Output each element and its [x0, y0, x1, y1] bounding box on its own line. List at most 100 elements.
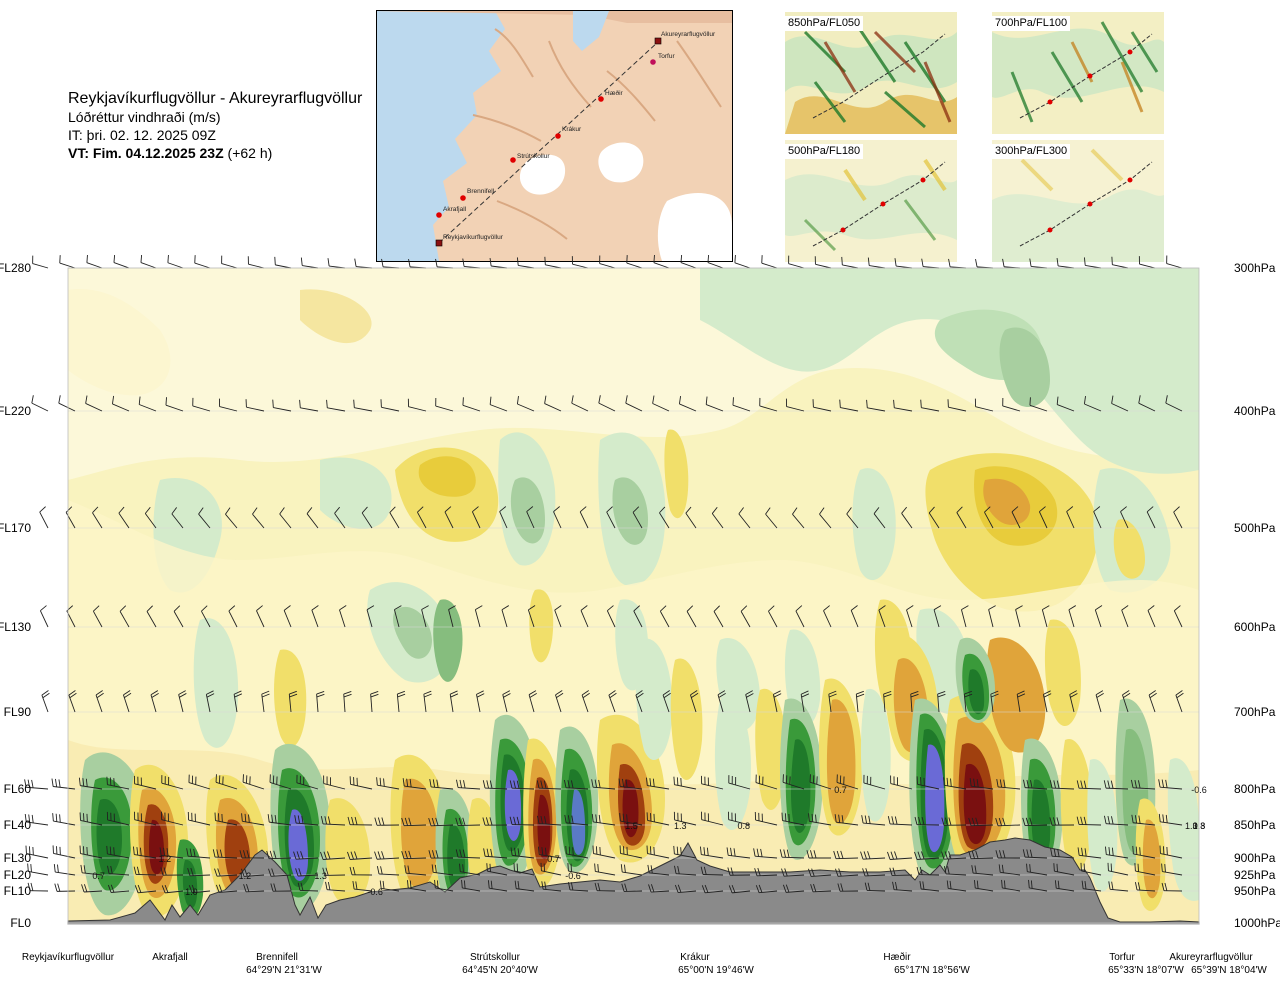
barb-shaft: [701, 783, 724, 790]
barb-feather: [1053, 780, 1056, 789]
barb-shaft: [975, 887, 994, 892]
barb-shaft: [674, 819, 697, 826]
barb-feather: [352, 881, 355, 890]
barb-feather: [55, 813, 58, 822]
barb-shaft: [1137, 889, 1156, 892]
barb-feather: [894, 258, 897, 267]
barb-feather: [436, 880, 439, 889]
barb-feather: [300, 851, 304, 859]
barb-feather: [273, 883, 277, 892]
chart-title-block: Reykjavíkurflugvöllur - Akureyrarflugvöl…: [68, 90, 362, 162]
barb-feather: [296, 851, 300, 860]
barb-feather: [85, 778, 88, 787]
barb-shaft: [485, 787, 508, 790]
barb-shaft: [973, 872, 994, 876]
barb-feather: [625, 395, 628, 404]
barb-row-fl220: [31, 395, 1183, 412]
barb-feather: [572, 847, 574, 856]
barb-feather: [109, 777, 112, 786]
barb-feather: [808, 868, 812, 877]
barb-shaft: [768, 610, 778, 628]
barb-feather: [910, 693, 919, 698]
barb-shaft: [269, 821, 292, 826]
barb-feather: [834, 814, 837, 823]
value-label: -0.6: [565, 871, 581, 881]
barb-feather: [58, 395, 61, 404]
barb-feather: [436, 779, 439, 788]
barb-feather: [906, 605, 914, 611]
barb-feather: [380, 866, 383, 875]
barb-feather: [636, 692, 644, 699]
barb-shaft: [937, 694, 940, 713]
barb-feather: [1039, 506, 1046, 513]
barb-feather: [861, 815, 864, 824]
barb-feather: [243, 884, 247, 892]
barb-shaft: [1079, 854, 1102, 859]
barb-feather: [567, 780, 570, 789]
barb-feather: [1076, 780, 1080, 789]
valid-time: VT: Fim. 04.12.2025 23Z (+62 h): [68, 144, 362, 162]
barb-feather: [1042, 605, 1050, 611]
barb-feather: [624, 883, 628, 892]
barb-feather: [553, 506, 560, 512]
barb-feather: [502, 690, 510, 695]
barb-shaft: [595, 871, 616, 876]
barb-feather: [836, 850, 840, 859]
barb-feather: [241, 868, 245, 877]
barb-feather: [570, 882, 574, 891]
barb-shaft: [404, 785, 427, 790]
barb-feather: [327, 851, 331, 860]
barb-shaft: [626, 262, 643, 269]
barb-feather: [320, 851, 324, 860]
barb-feather: [1023, 779, 1026, 788]
barb-feather: [113, 778, 115, 787]
barb-feather: [860, 851, 864, 860]
barb-feather: [624, 864, 626, 873]
barb-shaft: [518, 264, 535, 269]
barb-shaft: [867, 407, 886, 412]
barb-shaft: [489, 887, 508, 892]
barb-feather: [811, 813, 814, 822]
barb-feather: [381, 258, 384, 267]
barb-feather: [1029, 258, 1032, 267]
barb-feather: [914, 816, 918, 825]
barb-feather: [514, 847, 517, 856]
barb-feather: [216, 849, 219, 858]
barb-feather: [893, 399, 895, 408]
barb-feather: [950, 778, 952, 787]
barb-feather: [647, 864, 650, 873]
y-right-label-300hpa: 300hPa: [1234, 261, 1276, 275]
x-waypoint-name: Brennifell: [256, 952, 298, 963]
barb-shaft: [327, 889, 346, 892]
y-left-label-fl0: FL0: [10, 916, 31, 930]
barb-feather: [513, 816, 516, 825]
barb-feather: [1080, 816, 1083, 825]
barb-feather: [274, 256, 276, 265]
barb-shaft: [244, 874, 265, 877]
barb-shaft: [765, 513, 778, 529]
barb-shaft: [421, 609, 427, 628]
barb-shaft: [740, 611, 751, 628]
barb-shaft: [756, 874, 778, 877]
barb-shaft: [39, 511, 49, 529]
barb-feather: [914, 851, 918, 860]
barb-feather: [82, 778, 85, 787]
value-label: 0.7: [834, 785, 847, 795]
value-label: 1.5: [625, 821, 638, 831]
barb-feather: [40, 605, 47, 612]
barb-shaft: [863, 782, 886, 790]
barb-feather: [1001, 879, 1003, 888]
barb-feather: [349, 866, 353, 875]
barb-feather: [676, 846, 679, 855]
barb-feather: [598, 779, 601, 788]
barb-shaft: [113, 262, 130, 269]
barb-feather: [889, 867, 893, 876]
barb-feather: [892, 867, 896, 876]
barb-shaft: [288, 694, 292, 713]
barb-shaft: [92, 512, 103, 529]
barb-shaft: [866, 889, 886, 892]
barb-feather: [456, 779, 459, 788]
barb-feather: [1104, 815, 1107, 824]
barb-feather: [397, 693, 406, 698]
barb-feather: [594, 779, 598, 788]
